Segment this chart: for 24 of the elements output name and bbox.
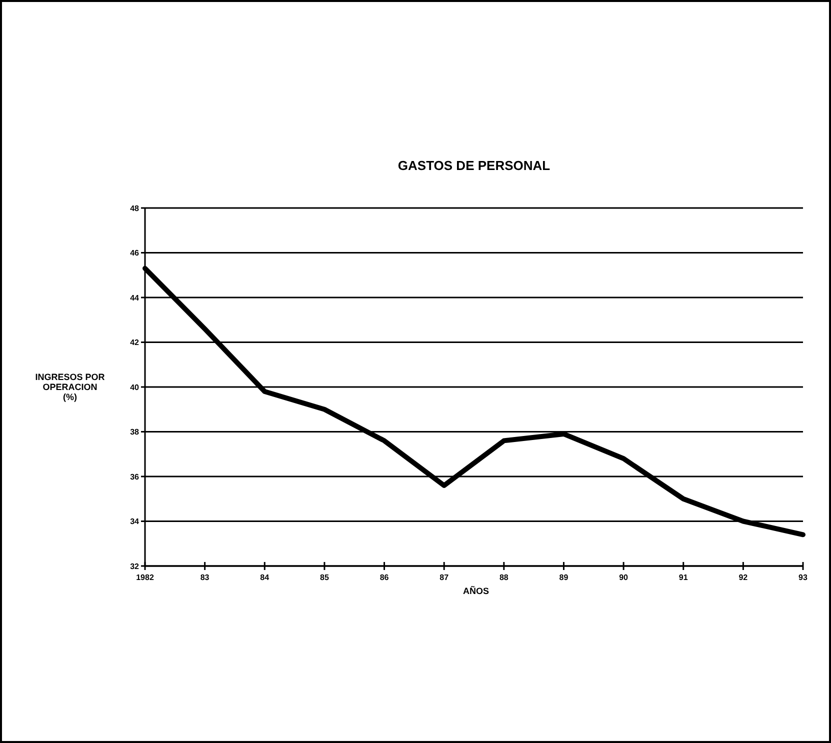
y-tick-label: 42: [130, 338, 140, 348]
x-tick-label: 88: [499, 573, 509, 582]
x-tick-label: 92: [738, 573, 748, 582]
y-tick-label: 34: [130, 517, 140, 526]
x-tick-label: 85: [320, 573, 330, 582]
x-tick-label: 89: [559, 573, 569, 582]
x-tick-label: 93: [798, 573, 808, 582]
y-tick-label: 46: [130, 248, 140, 258]
x-tick-label: 91: [678, 573, 688, 582]
y-tick-label: 38: [130, 428, 140, 437]
x-tick-label: 1982: [136, 573, 154, 582]
y-tick-label: 48: [130, 204, 140, 213]
y-tick-label: 36: [130, 472, 140, 482]
x-tick-label: 90: [619, 573, 629, 582]
y-tick-label: 32: [130, 562, 140, 571]
x-tick-label: 86: [380, 573, 390, 582]
y-tick-label: 40: [130, 382, 140, 392]
x-tick-label: 84: [260, 573, 270, 582]
chart-title: GASTOS DE PERSONAL: [398, 158, 550, 173]
x-tick-label: 87: [440, 573, 450, 582]
y-axis-title: INGRESOS POR OPERACION (%): [35, 372, 106, 402]
x-axis-title: AÑOS: [462, 585, 490, 596]
x-tick-label: 83: [200, 573, 210, 582]
y-tick-label: 44: [130, 293, 140, 302]
